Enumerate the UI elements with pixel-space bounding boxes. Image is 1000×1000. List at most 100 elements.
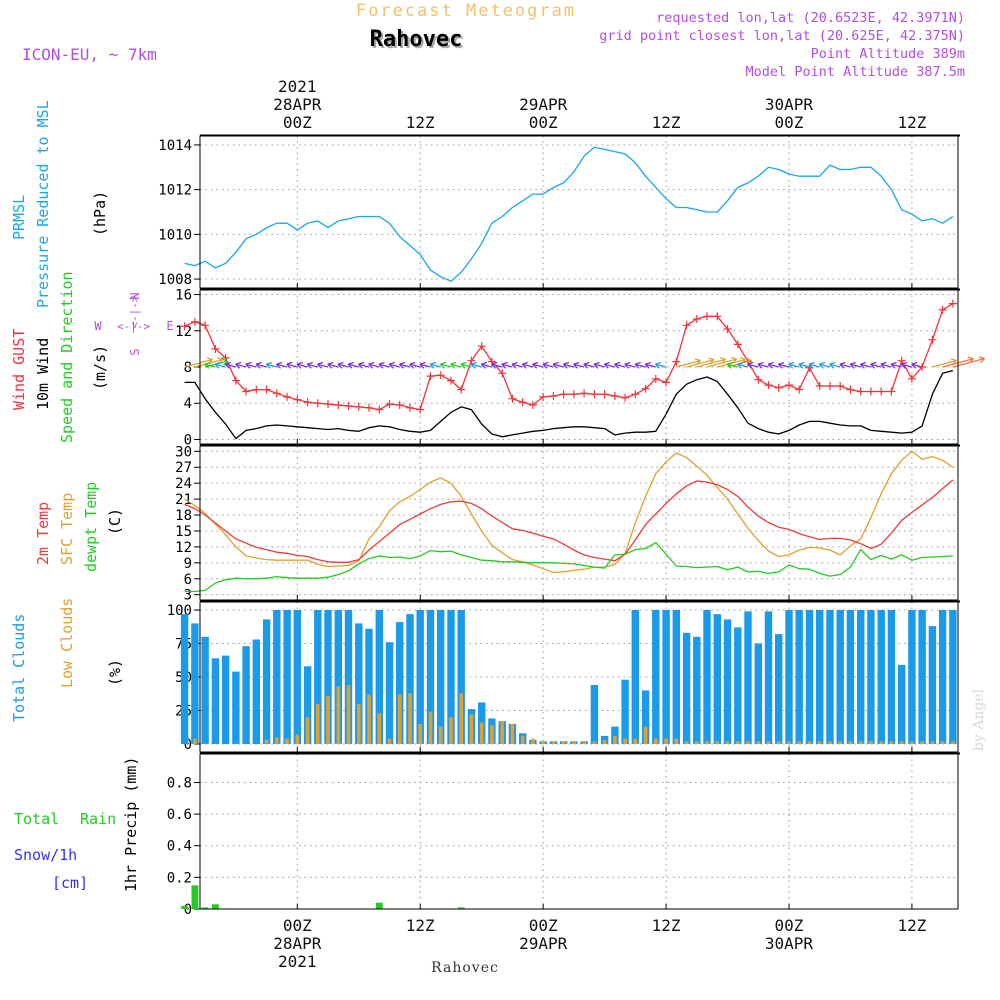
wind-ytick-label: 12: [175, 324, 192, 340]
bottom-year-label: 2021: [278, 952, 317, 971]
total-cloud-bar: [908, 610, 916, 744]
low-cloud-bar: [275, 737, 279, 744]
total-cloud-bar: [836, 610, 844, 744]
pct-unit-label: (%): [106, 659, 124, 686]
wind-direction-arrow: [450, 361, 462, 369]
top-hour-label: 00Z: [283, 113, 312, 132]
gust-marker: [938, 305, 947, 314]
low-cloud-bar: [695, 741, 699, 744]
temperature-labels: 2m Temp SFC Temp dewpt Temp (C): [34, 482, 124, 572]
clouds-ytick-label: 0: [184, 737, 192, 753]
precip-ytick-label: 0: [184, 902, 192, 918]
wind-gust-line: [184, 303, 954, 411]
total-cloud-bar: [201, 636, 209, 744]
sfc-temp-line: [184, 450, 954, 574]
low-cloud-bar: [633, 738, 638, 744]
wind-speed-line: [184, 369, 954, 440]
gust-marker: [477, 342, 486, 351]
speed-direction-label: Speed and Direction: [58, 271, 76, 443]
wind-direction-arrow: [808, 361, 820, 369]
precip-bar: [457, 907, 465, 909]
subtitle: Forecast Meteogram: [356, 1, 576, 21]
gust-marker: [887, 387, 896, 396]
low-cloud-bar: [357, 703, 361, 744]
wind-direction-arrow: [224, 361, 237, 369]
wind-direction-arrow: [624, 361, 636, 369]
precip-labels: Total Rain Snow/1h [cm] 1hr Precip (mm): [14, 757, 140, 892]
total-cloud-bar: [918, 610, 926, 744]
low-cloud-bar: [746, 741, 750, 744]
wind-ytick-label: 16: [175, 288, 192, 304]
low-cloud-bar: [397, 694, 402, 744]
total-cloud-bar: [252, 639, 260, 744]
gust-marker: [467, 356, 476, 365]
footer-location: Rahovec: [431, 960, 499, 976]
clouds-panel: 0255075100: [167, 601, 959, 753]
low-cloud-bar: [572, 741, 576, 744]
low-cloud-bar: [869, 741, 873, 744]
gust-marker: [856, 387, 865, 396]
top-hour-label: 00Z: [529, 113, 558, 132]
precip-bar: [191, 885, 199, 909]
total-cloud-bar: [857, 610, 865, 744]
wind-direction-arrow: [911, 361, 923, 369]
total-cloud-bar: [232, 671, 240, 744]
total-cloud-bar: [242, 646, 250, 744]
wind-direction-arrow: [296, 361, 308, 369]
total-cloud-bar: [303, 666, 312, 744]
low-cloud-bar: [828, 741, 832, 744]
pressure-ytick-label: 1010: [158, 227, 192, 243]
total-cloud-bar: [180, 614, 189, 744]
top-date-label: 30APR: [765, 95, 814, 114]
low-cloud-bar: [408, 693, 412, 744]
low-cloud-bar: [899, 741, 904, 744]
total-cloud-bar: [898, 664, 906, 744]
low-cloud-bar: [766, 741, 771, 744]
low-cloud-bar: [449, 717, 453, 744]
total-cloud-bar: [764, 611, 773, 744]
low-cloud-bar: [438, 726, 443, 744]
total-cloud-bar: [672, 610, 680, 744]
wind-direction-arrow: [327, 361, 339, 369]
total-cloud-bar: [723, 619, 732, 744]
gust-marker: [518, 398, 527, 407]
wind-direction-arrow: [767, 361, 779, 369]
temperature-ytick-label: 21: [175, 492, 192, 508]
wind-direction-arrow: [777, 361, 790, 369]
gust-marker: [846, 385, 855, 394]
gust-marker: [662, 378, 671, 387]
wind-direction-arrow: [511, 361, 523, 369]
low-cloud-bar: [613, 735, 617, 744]
temperature-ytick-label: 18: [175, 508, 192, 524]
total-cloud-bar: [877, 610, 885, 744]
wind-direction-arrow: [736, 361, 749, 369]
compass-rose: W <-|-> E N <-|-> S: [94, 292, 173, 355]
wind-direction-arrow: [829, 361, 841, 369]
total-cloud-bar: [816, 610, 824, 744]
gust-marker: [190, 317, 199, 326]
c-unit-label: (C): [106, 508, 124, 535]
wind-direction-arrow: [204, 361, 216, 369]
wind-direction-arrow: [275, 361, 288, 369]
temperature-ytick-label: 9: [184, 556, 192, 572]
compass-vertical: <-|->: [128, 295, 141, 328]
pressure-line: [184, 146, 954, 282]
sfc-temp-label: SFC Temp: [58, 493, 76, 565]
top-hour-label: 12Z: [406, 113, 435, 132]
low-cloud-bar: [592, 741, 597, 744]
top-hour-label: 00Z: [775, 113, 804, 132]
gust-marker: [703, 312, 711, 321]
low-cloud-bar: [807, 741, 812, 744]
gust-marker: [795, 385, 804, 394]
gust-marker: [600, 390, 609, 399]
gust-marker: [815, 382, 824, 390]
pressure-ytick-label: 1014: [158, 138, 192, 154]
gust-marker: [682, 321, 691, 330]
wind-direction-arrow: [429, 361, 441, 369]
total-cloud-bar: [355, 623, 363, 744]
precip-ytick-label: 0.6: [167, 807, 192, 823]
gust-marker: [406, 403, 414, 412]
low-cloud-bar: [418, 723, 422, 744]
total-cloud-bar: [334, 610, 342, 744]
total-cloud-bar: [693, 636, 701, 744]
